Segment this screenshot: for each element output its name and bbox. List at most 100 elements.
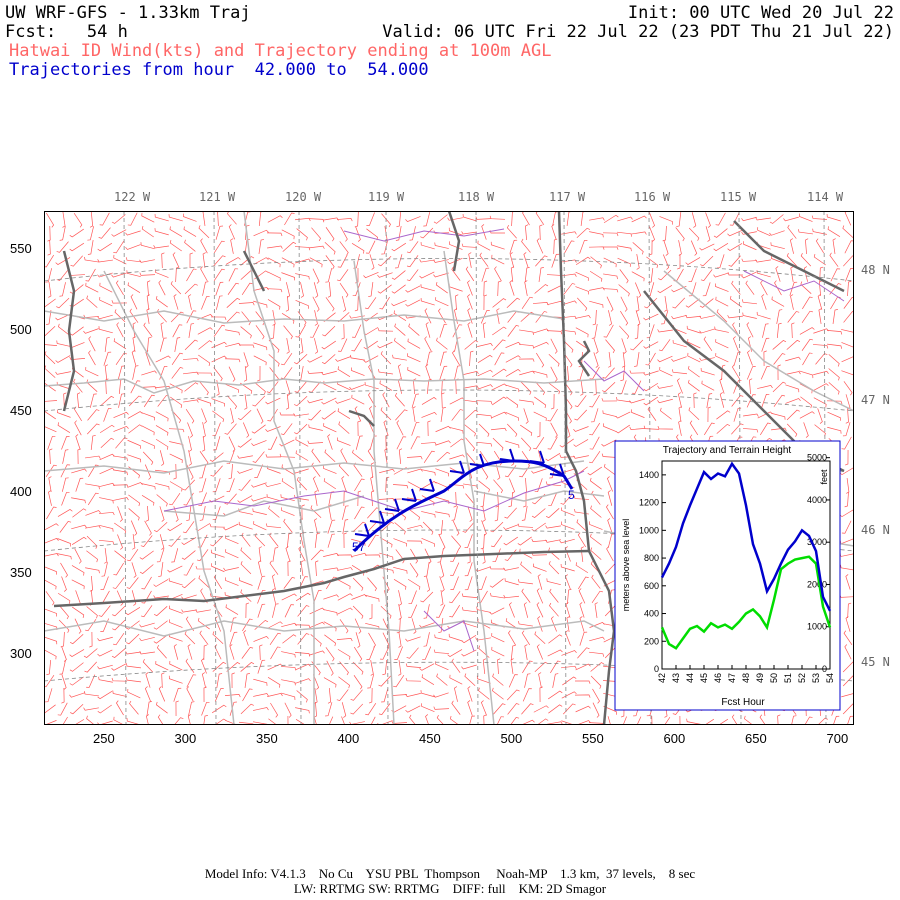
wind-barb [225, 577, 239, 586]
wind-barb [844, 240, 854, 254]
wind-barb [339, 661, 349, 676]
wind-barb [48, 282, 52, 298]
wind-barb [539, 224, 543, 241]
wind-barb [482, 322, 487, 338]
wind-barb [731, 280, 741, 295]
wind-barb [294, 624, 311, 629]
longitude-label: 115 W [720, 190, 757, 204]
wind-barb [733, 336, 739, 352]
wind-map[interactable]: 57 5 Trajectory and Terrain Height 42 43 4… [44, 211, 854, 725]
wind-barb [98, 511, 115, 516]
wind-barb [142, 659, 154, 673]
wind-barb [199, 506, 206, 521]
wind-barb [238, 521, 253, 530]
wind-barb [461, 593, 478, 598]
wind-barb [159, 506, 165, 522]
wind-barb [519, 424, 533, 436]
wind-barb [492, 326, 507, 336]
wind-barb [538, 672, 542, 688]
wind-barb [89, 631, 93, 648]
wind-barb [662, 225, 667, 242]
wind-barb [705, 226, 711, 242]
wind-barb [324, 449, 336, 463]
wind-barb [447, 257, 463, 265]
wind-barb [828, 354, 840, 367]
wind-barb [210, 316, 227, 321]
wind-barb [202, 211, 206, 226]
wind-barb [311, 661, 321, 676]
wind-barb [111, 214, 126, 224]
wind-barb [183, 399, 199, 403]
wind-barb [433, 272, 449, 278]
wind-barb [687, 338, 701, 349]
wind-barb [153, 634, 168, 644]
wind-barb [420, 242, 435, 250]
wind-barb [469, 715, 475, 725]
wind-barb [617, 245, 632, 252]
wind-barb [252, 395, 266, 407]
wind-barb [327, 533, 336, 548]
wind-barb [547, 408, 558, 422]
wind-barb [426, 378, 432, 394]
wind-barb [203, 715, 208, 725]
wind-barb [391, 299, 407, 307]
wind-barb [141, 576, 152, 590]
wind-barb [536, 602, 544, 618]
wind-barb [439, 576, 445, 592]
inset-x-tick-label: 50 [769, 673, 779, 683]
wind-barb [114, 522, 127, 534]
wind-barb [688, 407, 700, 421]
wind-barb [827, 411, 841, 421]
wind-barb [313, 701, 317, 718]
wind-barb [426, 576, 430, 592]
wind-barb [811, 215, 828, 220]
wind-barb [477, 240, 491, 251]
wind-barb [603, 257, 617, 268]
wind-barb [841, 692, 854, 698]
wind-barb [591, 490, 601, 505]
state-borders [53, 211, 845, 725]
wind-barb [800, 396, 812, 409]
wind-barb [574, 395, 587, 407]
wind-barb [112, 619, 126, 631]
wind-barb [523, 252, 529, 268]
trajectory-barb [549, 463, 565, 477]
wind-barb [645, 352, 656, 366]
trajectory-barb [499, 448, 515, 462]
wind-barb [131, 590, 137, 606]
wind-barb [617, 216, 633, 222]
wind-barb [267, 693, 283, 697]
wind-barb [433, 259, 449, 263]
wind-barb [112, 690, 127, 697]
wind-barb [491, 368, 507, 378]
wind-barb [699, 718, 715, 725]
wind-barb [504, 578, 519, 586]
wind-barb [214, 644, 222, 660]
wind-barb [223, 567, 239, 571]
wind-barb [622, 352, 626, 368]
wind-barb [61, 687, 65, 704]
x-tick-label: 250 [93, 731, 115, 746]
wind-barb [195, 566, 212, 570]
wind-barb [615, 411, 631, 419]
wind-barb [159, 337, 167, 352]
wind-barb [269, 532, 279, 547]
wind-barb [141, 412, 155, 421]
wind-barb [749, 378, 753, 395]
wind-barb [553, 238, 558, 255]
inset-x-tick-label: 46 [713, 673, 723, 683]
wind-barb [391, 242, 407, 252]
wind-barb [602, 367, 615, 379]
wind-barb [685, 314, 701, 319]
wind-barb [325, 255, 335, 270]
wind-barb [590, 662, 605, 672]
wind-barb [293, 468, 309, 474]
wind-barb [671, 356, 687, 362]
wind-barb [510, 716, 520, 725]
wind-barb [212, 410, 225, 423]
wind-barb [267, 621, 283, 629]
wind-barb [84, 691, 99, 697]
wind-barb [506, 297, 520, 309]
wind-barb [181, 609, 197, 613]
wind-barb [520, 719, 535, 725]
